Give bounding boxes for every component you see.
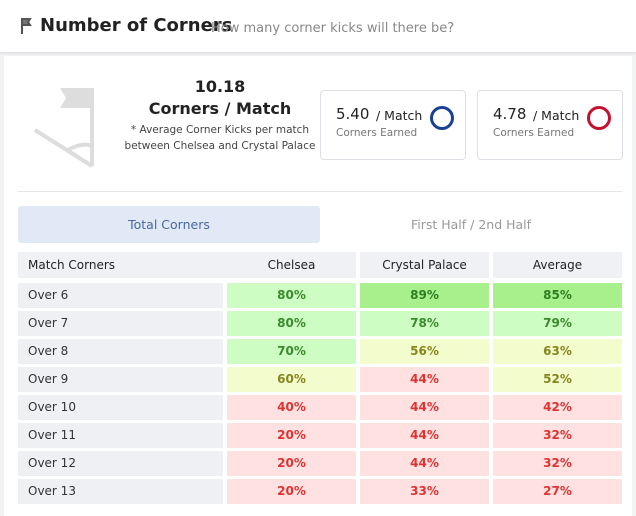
percent-cell: 27% <box>493 479 622 504</box>
column-header: Match Corners <box>18 252 227 278</box>
header: Number of Corners How many corner kicks … <box>0 0 636 52</box>
percent-cell: 44% <box>360 451 489 476</box>
team-crest <box>430 106 454 130</box>
row-label: Over 13 <box>18 479 223 504</box>
column-header: Chelsea <box>227 252 356 278</box>
percent-cell: 85% <box>493 283 622 308</box>
percent-cell: 32% <box>493 423 622 448</box>
card-unit: / Match <box>376 108 423 123</box>
subtitle: How many corner kicks will there be? <box>211 21 455 36</box>
column-header: Average <box>493 252 622 278</box>
percent-cell: 79% <box>493 311 622 336</box>
percent-cell: 44% <box>360 395 489 420</box>
percent-cell: 63% <box>493 339 622 364</box>
row-label: Over 12 <box>18 451 223 476</box>
row-label: Over 8 <box>18 339 223 364</box>
summary-label: Corners / Match <box>148 99 292 118</box>
title: Number of Corners <box>40 15 233 36</box>
percent-cell: 56% <box>360 339 489 364</box>
percent-cell: 44% <box>360 367 489 392</box>
percent-cell: 80% <box>227 283 356 308</box>
percent-cell: 20% <box>227 451 356 476</box>
percent-cell: 89% <box>360 283 489 308</box>
percent-cell: 60% <box>227 367 356 392</box>
percent-cell: 80% <box>227 311 356 336</box>
row-label: Over 7 <box>18 311 223 336</box>
summary: 10.18 Corners / Match * Average Corner K… <box>120 77 320 154</box>
percent-cell: 52% <box>493 367 622 392</box>
tab[interactable]: First Half / 2nd Half <box>410 217 532 232</box>
row-label: Over 11 <box>18 423 223 448</box>
team-crest <box>587 106 611 130</box>
card-value: 4.78 <box>493 105 527 123</box>
card-value: 5.40 <box>336 105 370 123</box>
summary-value: 10.18 <box>194 77 246 96</box>
card-unit: / Match <box>533 108 580 123</box>
percent-cell: 32% <box>493 451 622 476</box>
percent-cell: 42% <box>493 395 622 420</box>
row-label: Over 10 <box>18 395 223 420</box>
percent-cell: 40% <box>227 395 356 420</box>
flag-icon <box>21 18 32 34</box>
column-header: Crystal Palace <box>360 252 489 278</box>
card-label: Corners Earned <box>336 127 418 139</box>
percent-cell: 78% <box>360 311 489 336</box>
percent-cell: 70% <box>227 339 356 364</box>
tab-active[interactable]: Total Corners <box>18 206 320 243</box>
corner-illustration <box>33 88 94 168</box>
card-label: Corners Earned <box>493 127 575 139</box>
summary-note: * Average Corner Kicks per match between… <box>124 124 316 152</box>
row-label: Over 6 <box>18 283 223 308</box>
percent-cell: 44% <box>360 423 489 448</box>
divider <box>18 191 622 192</box>
row-label: Over 9 <box>18 367 223 392</box>
percent-cell: 33% <box>360 479 489 504</box>
percent-cell: 20% <box>227 423 356 448</box>
percent-cell: 20% <box>227 479 356 504</box>
